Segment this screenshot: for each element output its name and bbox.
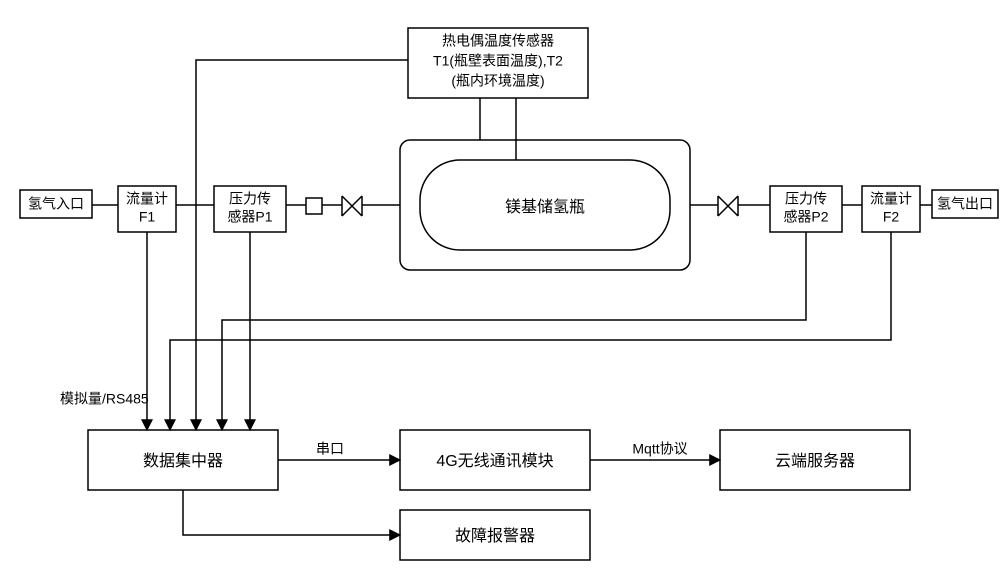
pressure-p1-line2: 感器P1 bbox=[227, 209, 272, 225]
fault-alarm-label: 故障报警器 bbox=[455, 527, 535, 545]
wireless-module-label: 4G无线通讯模块 bbox=[436, 452, 553, 470]
pressure-p1-box: 压力传 感器P1 bbox=[214, 186, 286, 232]
cloud-server-box: 云端服务器 bbox=[720, 430, 910, 490]
label-analog: 模拟量/RS485 bbox=[60, 391, 149, 407]
pressure-p1-line1: 压力传 bbox=[229, 191, 271, 207]
hydrogen-outlet-label: 氢气出口 bbox=[937, 196, 993, 212]
flowmeter-f2-line2: F2 bbox=[883, 209, 900, 225]
label-mqtt: Mqtt协议 bbox=[632, 441, 687, 457]
thermocouple-sensor-box: 热电偶温度传感器 T1(瓶壁表面温度),T2 (瓶内环境温度) bbox=[408, 28, 588, 98]
label-serial: 串口 bbox=[316, 441, 344, 457]
flowmeter-f1-line1: 流量计 bbox=[126, 191, 168, 207]
pressure-p2-line2: 感器P2 bbox=[783, 209, 828, 225]
data-concentrator-label: 数据集中器 bbox=[143, 452, 223, 470]
data-concentrator-box: 数据集中器 bbox=[88, 430, 278, 490]
thermocouple-line3: (瓶内环境温度) bbox=[451, 73, 544, 89]
pressure-p2-line1: 压力传 bbox=[785, 191, 827, 207]
hydrogen-storage-tank: 镁基储氢瓶 bbox=[400, 140, 690, 270]
flowmeter-f1-line2: F1 bbox=[139, 209, 156, 225]
edge-thermo-to-conc bbox=[196, 60, 408, 430]
hydrogen-inlet-label: 氢气入口 bbox=[28, 196, 84, 212]
edge-conc-to-alarm bbox=[183, 490, 400, 535]
valve-left-icon bbox=[342, 196, 362, 216]
flowmeter-f2-line1: 流量计 bbox=[870, 191, 912, 207]
wireless-module-box: 4G无线通讯模块 bbox=[400, 430, 590, 490]
fault-alarm-box: 故障报警器 bbox=[400, 510, 590, 560]
thermocouple-line2: T1(瓶壁表面温度),T2 bbox=[433, 53, 563, 69]
cloud-server-label: 云端服务器 bbox=[775, 452, 855, 470]
thermocouple-line1: 热电偶温度传感器 bbox=[442, 33, 554, 49]
hydrogen-outlet-box: 氢气出口 bbox=[932, 190, 998, 218]
flowmeter-f2-box: 流量计 F2 bbox=[862, 186, 920, 232]
flowmeter-f1-box: 流量计 F1 bbox=[118, 186, 176, 232]
pressure-p2-box: 压力传 感器P2 bbox=[770, 186, 842, 232]
valve-right-icon bbox=[718, 196, 738, 216]
tank-label: 镁基储氢瓶 bbox=[505, 198, 585, 216]
hydrogen-inlet-box: 氢气入口 bbox=[20, 190, 92, 218]
connector-square-left bbox=[306, 198, 322, 214]
